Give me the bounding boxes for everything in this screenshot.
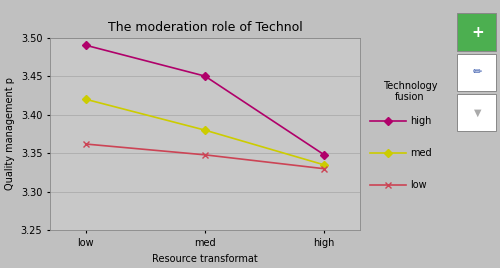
X-axis label: Resource transformat: Resource transformat bbox=[152, 254, 258, 264]
Text: low: low bbox=[410, 180, 426, 190]
Text: high: high bbox=[410, 116, 432, 126]
Text: med: med bbox=[410, 148, 432, 158]
Y-axis label: Quality management p: Quality management p bbox=[5, 77, 15, 191]
FancyBboxPatch shape bbox=[457, 54, 496, 91]
Text: ▼: ▼ bbox=[474, 107, 481, 118]
Text: +: + bbox=[471, 25, 484, 40]
Text: ✏: ✏ bbox=[473, 67, 482, 77]
Text: Technology
fusion: Technology fusion bbox=[383, 81, 437, 102]
FancyBboxPatch shape bbox=[457, 94, 496, 131]
Title: The moderation role of Technol: The moderation role of Technol bbox=[108, 21, 302, 34]
FancyBboxPatch shape bbox=[457, 13, 496, 51]
